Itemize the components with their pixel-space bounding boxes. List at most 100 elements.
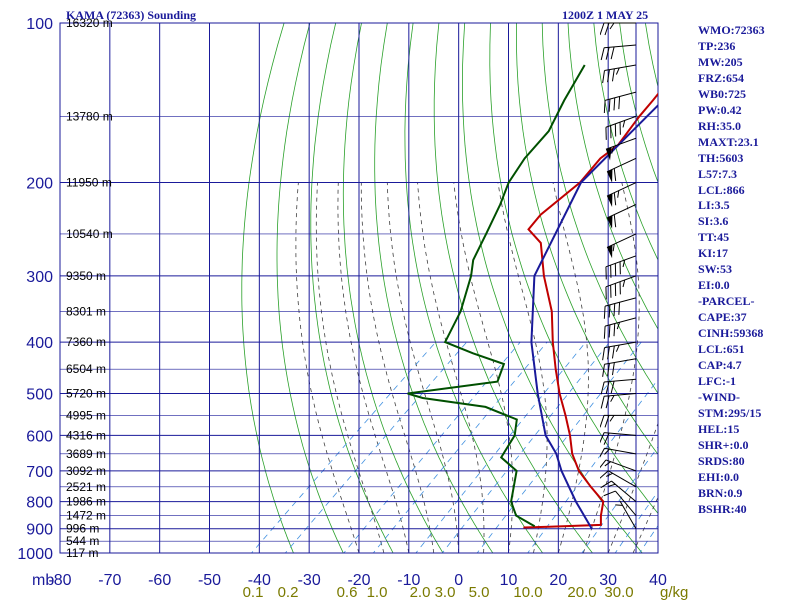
wind-barb-feather [613,192,617,206]
observation-datetime: 1200Z 1 MAY 25 [562,8,649,22]
wind-barb [606,204,637,229]
moist-adiabat-line [295,182,360,553]
wind-barb-feather [600,448,605,458]
wind-barb-feather [608,304,611,318]
pressure-tick-label: 400 [26,335,53,352]
wind-barb [605,115,637,140]
wind-barb-feather [603,490,616,497]
wind-barb [602,358,637,377]
height-label: 996 m [66,522,99,536]
height-label: 1472 m [66,509,106,523]
plot-frame [59,22,659,554]
height-label: 3689 m [66,447,106,461]
wind-barb-feather [608,483,616,487]
mixing-ratio-label: 30.0 [604,584,633,600]
mixing-ratio-unit: g/kg [660,584,688,600]
wind-barb-feather [602,364,605,377]
index-item: KI:17 [698,246,728,261]
index-item: RH:35.0 [698,118,741,133]
mixing-ratio-line [581,446,658,553]
pressure-tick-label: 200 [26,176,53,193]
wind-barb-feather [600,480,612,489]
wind-barb [600,480,637,503]
wind-barb-feather [600,396,605,409]
chart-title: KAMA (72363) Sounding [66,8,197,22]
wind-barb-feather [609,22,615,30]
wind-barb [600,470,637,488]
pressure-tick-label: 900 [26,522,53,539]
wind-barb [602,64,637,84]
wind-barb-feather [613,214,617,228]
height-label: 6504 m [66,362,106,376]
wind-barb-staff [604,64,637,72]
temperature-tick-label: -30 [298,572,321,589]
moist-adiabat-line [315,182,385,553]
wind-barb-staff [619,500,637,529]
wind-barb-feather [600,432,605,444]
temperature-tick-label: 0 [454,572,463,589]
wind-barb-feather [604,22,610,36]
wind-barb-feather [604,415,610,428]
pressure-tick-label: 800 [26,495,53,512]
wind-barb [600,447,637,458]
wind-barb-staff [615,490,637,516]
temperature-tick-label: -70 [98,572,121,589]
mixing-ratio-line [441,341,611,553]
wind-barb-staff [604,297,637,307]
wind-barb-feather [608,324,611,338]
wind-barb-feather [604,448,610,455]
dry-adiabat-line [516,23,658,456]
wind-barb [600,44,637,61]
wind-barb-feather [618,96,621,110]
dry-adiabat-line [276,23,344,553]
wind-barb-feather [603,432,610,445]
wind-barb-staff [604,432,637,436]
wind-barb-pennant [606,169,613,183]
wind-barb-feather [600,459,607,469]
height-label: 4316 m [66,428,106,442]
dry-adiabat-line [310,23,394,553]
mixing-ratio-line [343,341,521,553]
wind-barb-feather [605,47,610,60]
index-item: TH:5603 [698,150,744,165]
wind-barb-feather [616,322,621,330]
moist-adiabat-line [386,182,460,553]
wind-barb-staff [605,275,637,288]
wind-barb-staff [604,392,637,397]
wind-barb [603,297,637,319]
wind-barb-feather [600,47,605,61]
index-item: MW:205 [698,54,743,69]
mixing-ratio-label: 0.6 [337,584,358,600]
temperature-tick-label: -60 [148,572,171,589]
wind-barb [603,91,637,114]
dry-adiabat-line [775,23,800,564]
wind-barb-feather [607,69,610,83]
height-label: 5720 m [66,386,106,400]
index-item: SW:53 [698,262,733,277]
index-item: HEL:15 [698,421,740,436]
mixing-ratio-label: 20.0 [567,584,596,600]
wind-barb-pennant [606,215,613,229]
mixing-ratio-label: 3.0 [435,584,456,600]
index-item: BSHR:40 [698,501,747,516]
pressure-tick-label: 1000 [17,546,53,563]
pressure-tick-label: 600 [26,428,53,445]
index-item: SRDS:80 [698,453,745,468]
stability-indices-list: WMO:72363 TP:236 MW:205 FRZ:654 WB0:725 PW:0.… [698,23,765,518]
index-item: LCL:651 [698,342,745,357]
wind-barb-feather [605,381,610,394]
height-label: 9350 m [66,269,106,283]
wind-barb [606,182,637,207]
temperature-tick-label: -20 [347,572,370,589]
temperature-tick-label: -80 [48,572,71,589]
wind-barb-staff [605,115,637,128]
dry-adiabat-line [404,23,544,553]
dry-adiabat-line [342,23,444,553]
temperature-tick-label: -50 [198,572,221,589]
wind-barb-feather [600,381,605,395]
parcel-path [530,103,658,530]
wind-barb-feather [610,395,615,402]
index-item: MAXT:23.1 [698,134,759,149]
dry-adiabat-line [374,23,494,553]
